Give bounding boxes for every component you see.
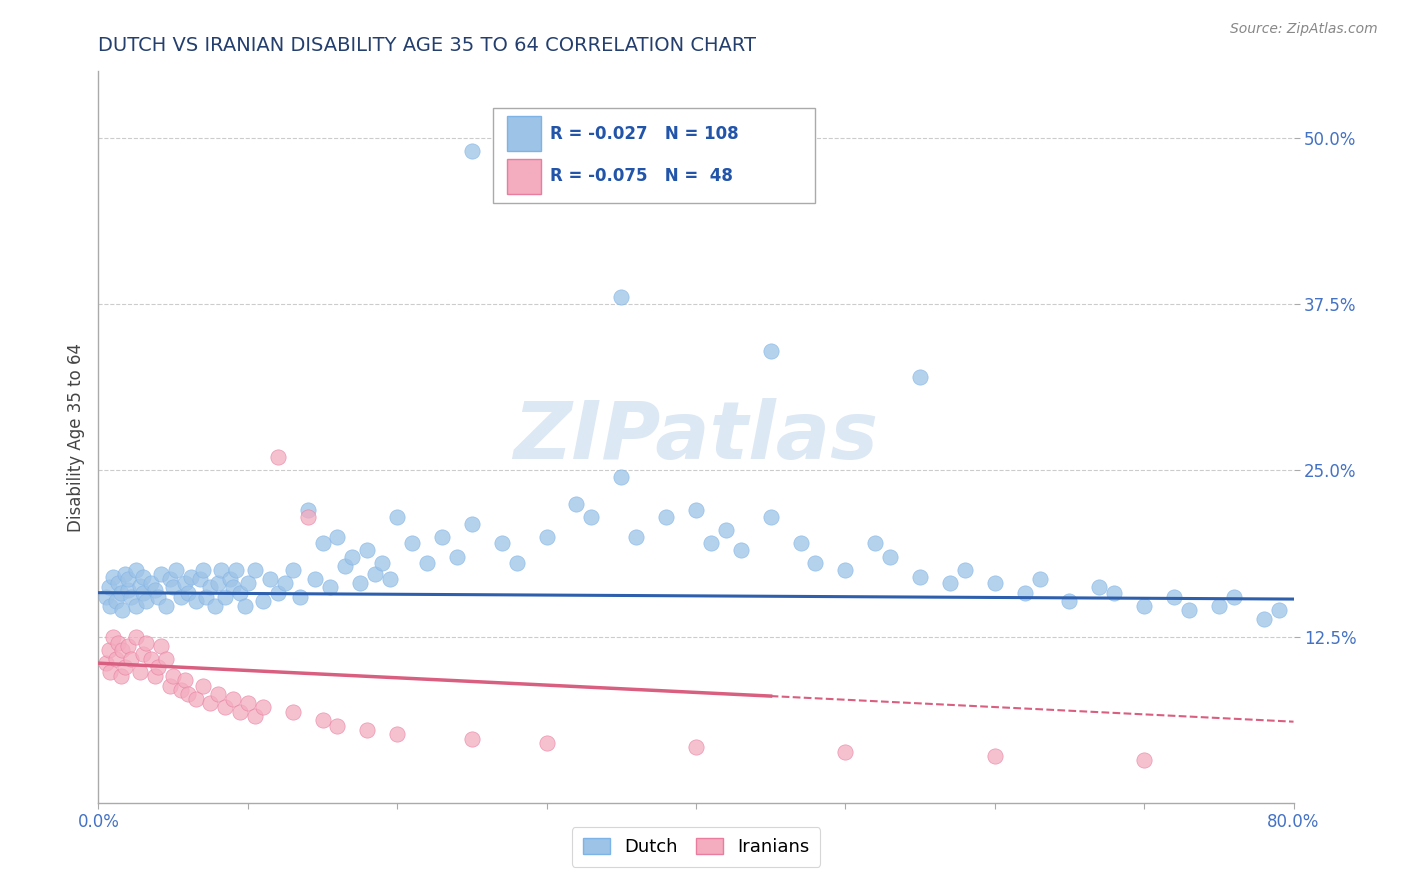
Text: DUTCH VS IRANIAN DISABILITY AGE 35 TO 64 CORRELATION CHART: DUTCH VS IRANIAN DISABILITY AGE 35 TO 64… <box>98 36 756 54</box>
Legend: Dutch, Iranians: Dutch, Iranians <box>572 827 820 867</box>
FancyBboxPatch shape <box>508 160 541 194</box>
Text: R = -0.027   N = 108: R = -0.027 N = 108 <box>550 125 738 143</box>
FancyBboxPatch shape <box>508 117 541 151</box>
Y-axis label: Disability Age 35 to 64: Disability Age 35 to 64 <box>66 343 84 532</box>
Text: ZIPatlas: ZIPatlas <box>513 398 879 476</box>
FancyBboxPatch shape <box>494 108 815 203</box>
Text: R = -0.075   N =  48: R = -0.075 N = 48 <box>550 168 733 186</box>
Text: Source: ZipAtlas.com: Source: ZipAtlas.com <box>1230 22 1378 37</box>
